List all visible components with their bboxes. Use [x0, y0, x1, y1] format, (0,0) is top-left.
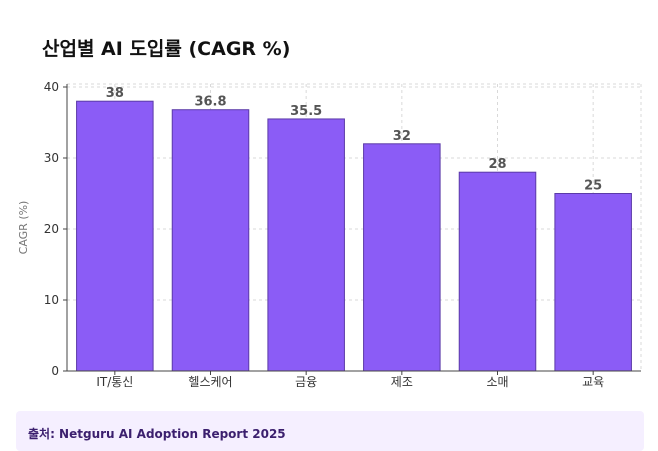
bars-layer	[76, 100, 632, 372]
y-tick-label: 40	[44, 80, 59, 94]
bar	[554, 193, 632, 372]
source-note: 출처: Netguru AI Adoption Report 2025	[28, 427, 286, 441]
bar-chart: 0 10 20 30 40 38 IT/통신 36.8 헬스케어 35.5 금융 32 제조 28 소매 25…	[17, 80, 642, 389]
x-tick-label: 교육	[582, 375, 604, 389]
bar	[363, 143, 441, 372]
bar	[76, 100, 154, 372]
x-tick-label: 금융	[295, 375, 317, 389]
bar	[267, 118, 345, 372]
bar	[458, 171, 537, 372]
axes-layer	[63, 84, 641, 375]
chart-title: 산업별 AI 도입률 (CAGR %)	[42, 38, 291, 60]
y-tick-label: 20	[44, 222, 59, 236]
value-label: 25	[584, 179, 602, 194]
labels-layer: 0 10 20 30 40 38 IT/통신 36.8 헬스케어 35.5 금융 32 제조 28 소매 25…	[17, 80, 604, 389]
value-label: 38	[106, 86, 124, 101]
value-label: 28	[488, 157, 506, 172]
x-tick-label: IT/통신	[96, 375, 133, 389]
bar	[171, 109, 250, 372]
x-tick-label: 제조	[391, 375, 413, 389]
value-label: 36.8	[194, 95, 226, 110]
x-tick-label: 소매	[486, 375, 508, 389]
value-label: 35.5	[290, 104, 322, 119]
y-axis-label: CAGR (%)	[17, 201, 30, 255]
y-tick-label: 0	[51, 364, 59, 378]
value-label: 32	[393, 129, 411, 144]
y-tick-label: 10	[44, 293, 59, 307]
y-tick-label: 30	[44, 151, 59, 165]
source-box: 출처: Netguru AI Adoption Report 2025	[16, 411, 644, 451]
x-tick-label: 헬스케어	[188, 375, 232, 389]
